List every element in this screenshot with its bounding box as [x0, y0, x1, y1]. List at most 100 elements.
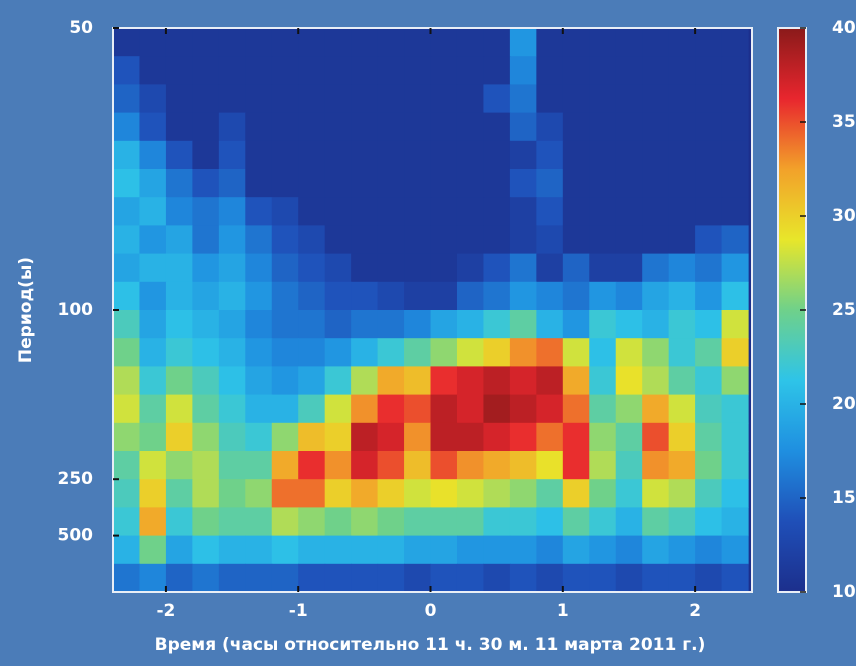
heat-cell	[563, 310, 590, 339]
heat-cell	[325, 141, 352, 170]
heat-cell	[298, 395, 325, 424]
heat-cell	[139, 338, 166, 367]
heat-cell	[325, 564, 352, 593]
heat-cell	[404, 282, 431, 311]
heat-cell	[431, 282, 458, 311]
heat-cell	[166, 451, 193, 480]
heat-cell	[378, 169, 405, 198]
heat-cell	[298, 113, 325, 142]
heat-cell	[166, 507, 193, 536]
heat-cell	[325, 282, 352, 311]
heat-cell	[536, 197, 563, 226]
heat-cell	[589, 338, 616, 367]
heat-cell	[139, 113, 166, 142]
heat-cell	[589, 564, 616, 593]
heat-cell	[642, 225, 669, 254]
heat-cell	[616, 366, 643, 395]
heat-cell	[113, 169, 140, 198]
colorbar-tick-label: 25	[832, 300, 856, 320]
heat-cell	[642, 338, 669, 367]
heat-cell	[695, 536, 722, 565]
heat-cell	[192, 282, 219, 311]
heat-cell	[536, 366, 563, 395]
heat-cell	[272, 507, 299, 536]
heat-cell	[325, 479, 352, 508]
heat-cell	[722, 507, 749, 536]
heat-cell	[245, 536, 272, 565]
heat-cell	[431, 366, 458, 395]
heat-cell	[404, 536, 431, 565]
x-tick-label: 0	[425, 601, 437, 621]
heat-cell	[616, 423, 643, 452]
heat-cell	[536, 536, 563, 565]
heat-cell	[192, 169, 219, 198]
heat-cell	[722, 395, 749, 424]
heat-cell	[483, 169, 510, 198]
heat-cell	[510, 451, 537, 480]
heat-cell	[563, 338, 590, 367]
heat-cell	[113, 507, 140, 536]
heat-cell	[351, 28, 378, 57]
heat-cell	[669, 564, 696, 593]
heat-cell	[536, 507, 563, 536]
heat-cell	[642, 395, 669, 424]
heat-cell	[378, 113, 405, 142]
heat-cell	[351, 479, 378, 508]
heat-cell	[325, 56, 352, 85]
heat-cell	[219, 451, 246, 480]
heat-cell	[642, 141, 669, 170]
heat-cell	[563, 84, 590, 113]
heat-cell	[166, 225, 193, 254]
heat-cell	[536, 169, 563, 198]
heat-cell	[404, 423, 431, 452]
heat-cell	[695, 197, 722, 226]
heat-cell	[139, 197, 166, 226]
heat-cell	[378, 507, 405, 536]
heat-cell	[192, 141, 219, 170]
heat-cell	[139, 56, 166, 85]
heat-cell	[431, 479, 458, 508]
heat-cell	[325, 366, 352, 395]
heat-cell	[351, 141, 378, 170]
heat-cell	[404, 564, 431, 593]
heat-cell	[695, 141, 722, 170]
heat-cell	[510, 395, 537, 424]
heat-cell	[351, 84, 378, 113]
heat-cell	[642, 84, 669, 113]
heat-cell	[272, 254, 299, 283]
heat-cell	[483, 338, 510, 367]
heat-cell	[669, 197, 696, 226]
heat-cell	[325, 395, 352, 424]
x-axis-title: Время (часы относительно 11 ч. 30 м. 11 …	[155, 635, 706, 655]
heat-cell	[589, 169, 616, 198]
heat-cell	[563, 507, 590, 536]
heat-cell	[404, 507, 431, 536]
y-tick-label: 500	[58, 526, 94, 546]
heat-cell	[589, 225, 616, 254]
heat-cell	[192, 225, 219, 254]
heat-cell	[510, 564, 537, 593]
heat-cell	[669, 423, 696, 452]
heat-cell	[272, 564, 299, 593]
heat-cell	[589, 536, 616, 565]
heat-cell	[457, 564, 484, 593]
heat-cell	[325, 169, 352, 198]
heat-cell	[245, 423, 272, 452]
heat-cell	[483, 84, 510, 113]
heat-cell	[298, 84, 325, 113]
heat-cell	[219, 564, 246, 593]
heat-cell	[245, 141, 272, 170]
heat-cell	[563, 451, 590, 480]
heat-cell	[404, 113, 431, 142]
heat-cell	[219, 169, 246, 198]
heat-cell	[272, 84, 299, 113]
heat-cell	[272, 479, 299, 508]
heat-cell	[510, 536, 537, 565]
heat-cell	[192, 479, 219, 508]
heat-cell	[245, 479, 272, 508]
heat-cell	[325, 338, 352, 367]
heat-cell	[457, 113, 484, 142]
heat-cell	[431, 84, 458, 113]
heat-cell	[113, 84, 140, 113]
heat-cell	[298, 366, 325, 395]
